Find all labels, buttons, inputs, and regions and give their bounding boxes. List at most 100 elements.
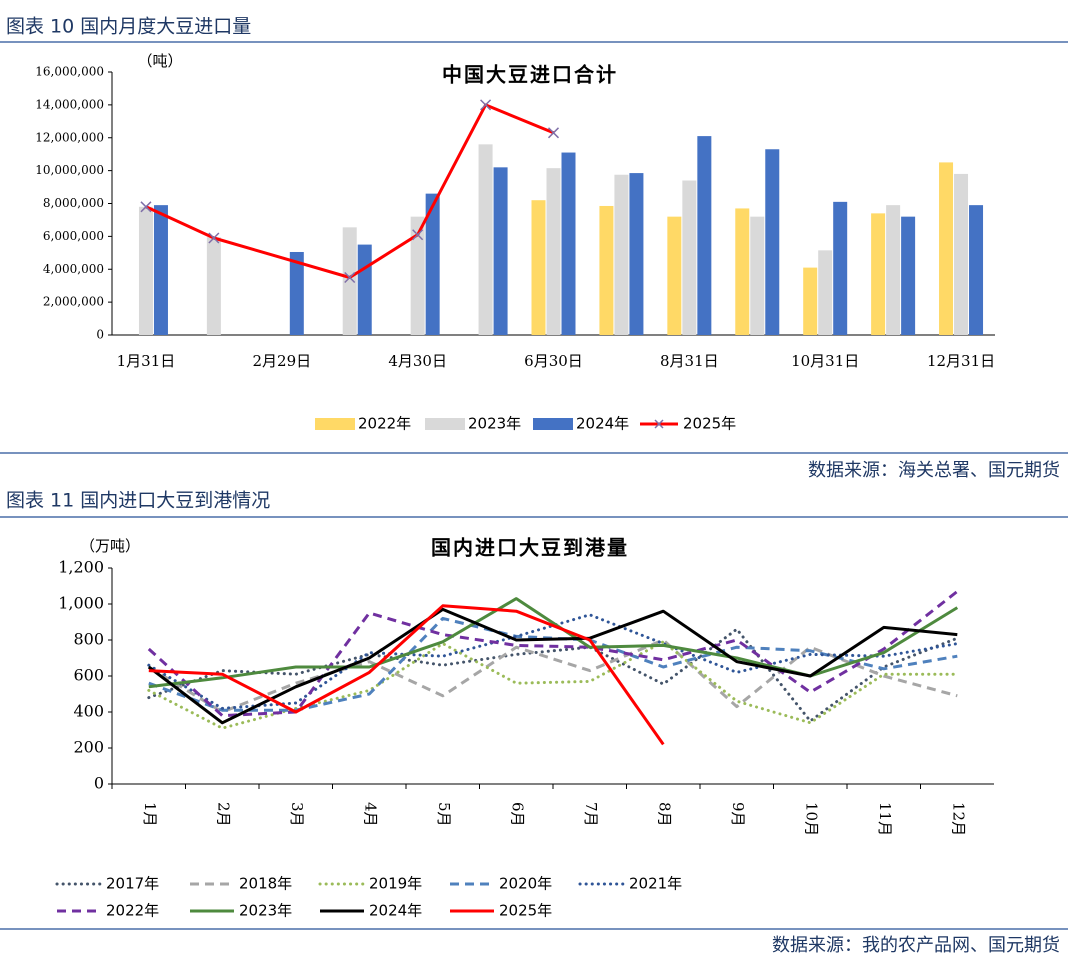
y-tick-label: 14,000,000	[35, 97, 104, 111]
bar	[410, 216, 425, 335]
x-tick-label: 4月30日	[388, 352, 447, 370]
bar	[629, 173, 644, 335]
y-tick-label: 400	[73, 702, 104, 721]
line	[148, 597, 959, 689]
bar	[425, 193, 440, 335]
legend-swatch	[425, 418, 465, 430]
bar	[954, 173, 969, 335]
y-tick-label: 1,000	[58, 594, 104, 613]
bar	[546, 168, 561, 335]
x-tick-label: 6月30日	[524, 352, 583, 370]
bar	[697, 136, 712, 335]
bar	[871, 213, 886, 335]
legend-marker	[654, 419, 664, 429]
chart-title: 国内进口大豆到港量	[431, 536, 629, 560]
bar	[357, 244, 372, 335]
source: 数据来源：我的农产品网、国元期货	[772, 935, 1060, 956]
bar	[561, 152, 576, 335]
legend-label: 2025年	[499, 902, 552, 920]
x-tick-label: 6月	[508, 802, 526, 827]
x-tick-label: 2月	[214, 802, 232, 827]
legend-label: 2017年	[106, 875, 159, 893]
y-tick-label: 600	[73, 666, 104, 685]
legend-label: 2025年	[683, 415, 736, 433]
bar	[206, 237, 221, 335]
x-tick-label: 1月31日	[117, 352, 176, 370]
bar	[153, 205, 168, 335]
x-tick-label: 2月29日	[252, 352, 311, 370]
chart-title: 中国大豆进口合计	[442, 63, 618, 87]
bar	[478, 144, 493, 335]
legend-label: 2020年	[499, 875, 552, 893]
heading: 图表 10 国内月度大豆进口量	[6, 16, 251, 38]
marker	[547, 127, 560, 139]
marker	[140, 201, 152, 213]
bar	[969, 205, 984, 335]
y-tick-label: 0	[94, 774, 104, 793]
y-tick-label: 800	[73, 630, 104, 649]
x-tick-label: 8月	[655, 802, 673, 827]
bar	[886, 205, 901, 335]
y-tick-label: 1,200	[58, 558, 104, 577]
marker	[344, 271, 356, 283]
y-tick-label: 4,000,000	[43, 262, 104, 276]
bar	[599, 205, 614, 335]
line	[147, 590, 959, 718]
x-tick-label: 9月	[729, 802, 747, 827]
x-tick-label: 3月	[288, 802, 306, 827]
source: 数据来源：海关总署、国元期货	[808, 460, 1060, 481]
y-axis-label: （吨）	[137, 52, 182, 70]
legend-label: 2024年	[369, 902, 422, 920]
x-tick-label: 11月	[876, 802, 894, 836]
bar	[833, 201, 848, 335]
line	[147, 640, 959, 730]
x-tick-label: 12月	[949, 802, 967, 836]
bar	[531, 200, 546, 335]
bar	[138, 206, 153, 335]
legend-label: 2022年	[106, 902, 159, 920]
line	[148, 616, 958, 712]
bar	[750, 216, 765, 335]
y-tick-label: 8,000,000	[43, 196, 104, 210]
line	[147, 607, 958, 725]
bar	[667, 216, 682, 335]
bar	[901, 216, 916, 335]
bar	[939, 162, 954, 335]
x-tick-label: 10月	[802, 802, 820, 836]
bar	[614, 174, 629, 335]
bar	[289, 251, 304, 335]
marker	[412, 229, 424, 241]
bar	[735, 208, 750, 335]
legend-swatch	[533, 418, 573, 430]
x-tick-label: 1月	[141, 802, 159, 827]
y-tick-label: 16,000,000	[35, 65, 104, 79]
x-tick-label: 5月	[435, 802, 453, 827]
y-tick-label: 0	[96, 328, 104, 342]
legend-label: 2023年	[239, 902, 292, 920]
legend-label: 2023年	[468, 415, 521, 433]
x-tick-label: 4月	[361, 802, 379, 827]
marker	[480, 99, 492, 111]
y-tick-label: 12,000,000	[35, 130, 104, 144]
x-tick-label: 12月31日	[927, 352, 995, 370]
line	[147, 627, 959, 723]
y-tick-label: 200	[73, 738, 104, 757]
y-tick-label: 10,000,000	[35, 163, 104, 177]
line	[148, 604, 665, 746]
legend-label: 2021年	[629, 875, 682, 893]
y-tick-label: 2,000,000	[43, 295, 104, 309]
bar	[803, 267, 818, 335]
line	[147, 613, 959, 710]
x-tick-label: 7月	[582, 802, 600, 827]
x-tick-label: 8月31日	[660, 352, 719, 370]
line	[145, 103, 555, 279]
bar	[765, 149, 780, 335]
bar	[493, 167, 508, 335]
y-axis-label: （万吨）	[80, 537, 140, 555]
bar	[342, 227, 357, 335]
line	[148, 638, 958, 714]
legend-label: 2022年	[358, 415, 411, 433]
y-tick-label: 6,000,000	[43, 229, 104, 243]
